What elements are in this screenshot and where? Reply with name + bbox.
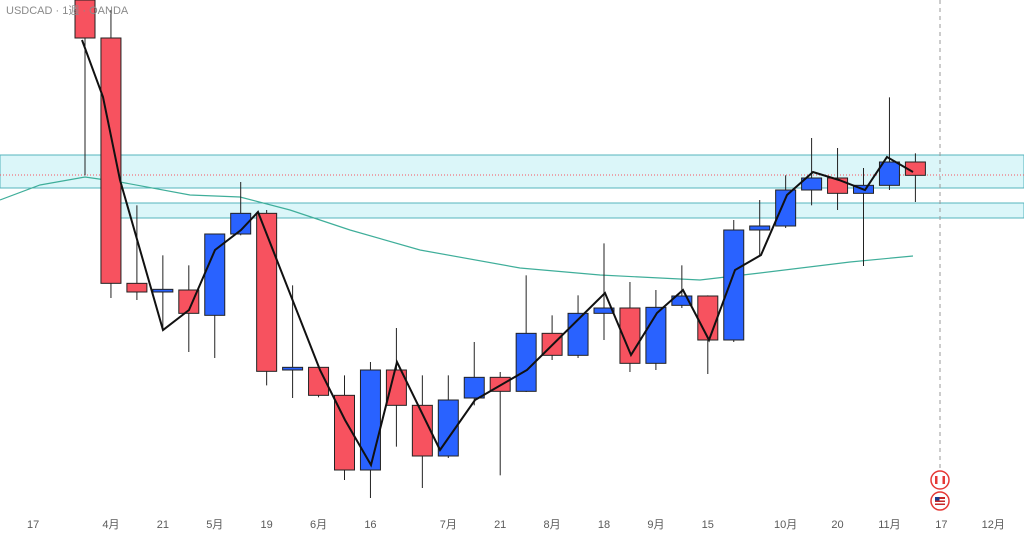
x-tick-label: 11月 [878,519,900,531]
candle-body [282,366,304,371]
chart-title: USDCAD · 1週 · OANDA [6,4,129,17]
candle-body [593,307,615,314]
candle-body [385,369,407,406]
candle-body [463,376,485,399]
candle-body [411,404,433,457]
x-tick-label: 18 [598,519,610,531]
candle-body [178,289,200,314]
x-tick-label: 21 [157,519,169,531]
x-tick-label: 6月 [310,519,327,531]
candle-body [359,369,381,471]
candle-body [749,225,771,231]
x-tick-label: 4月 [102,519,119,531]
x-tick-label: 20 [831,519,843,531]
candle-body [515,332,537,392]
candle-body [334,394,355,471]
candle-body [801,177,823,191]
x-tick-label: 17 [935,519,947,531]
candle-body [723,229,745,341]
x-tick-label: 10月 [774,519,797,531]
x-tick-label: 5月 [206,519,223,531]
candle-body [204,233,226,316]
x-tick-label: 16 [364,519,376,531]
flag-ca [930,470,950,490]
candle-body [697,295,719,341]
candle-body [152,288,174,293]
x-tick-label: 21 [494,519,506,531]
x-tick-label: 12月 [982,519,1005,531]
candle-body [74,0,96,39]
candle-body [775,189,797,227]
candle-body [100,37,122,284]
candle-body [256,212,278,372]
candles [74,0,926,498]
candle-body [437,399,459,457]
x-tick-label: 17 [27,519,39,531]
x-tick-label: 8月 [544,519,561,531]
x-tick-label: 15 [702,519,714,531]
zone-upper [0,154,1024,189]
candle-body [878,161,900,186]
x-tick-label: 9月 [647,519,664,531]
x-tick-label: 19 [261,519,273,531]
zigzag [81,39,914,468]
candle-body [126,282,148,293]
x-tick-label: 7月 [440,519,457,531]
candle-body [230,212,252,235]
flag-us [930,491,950,511]
